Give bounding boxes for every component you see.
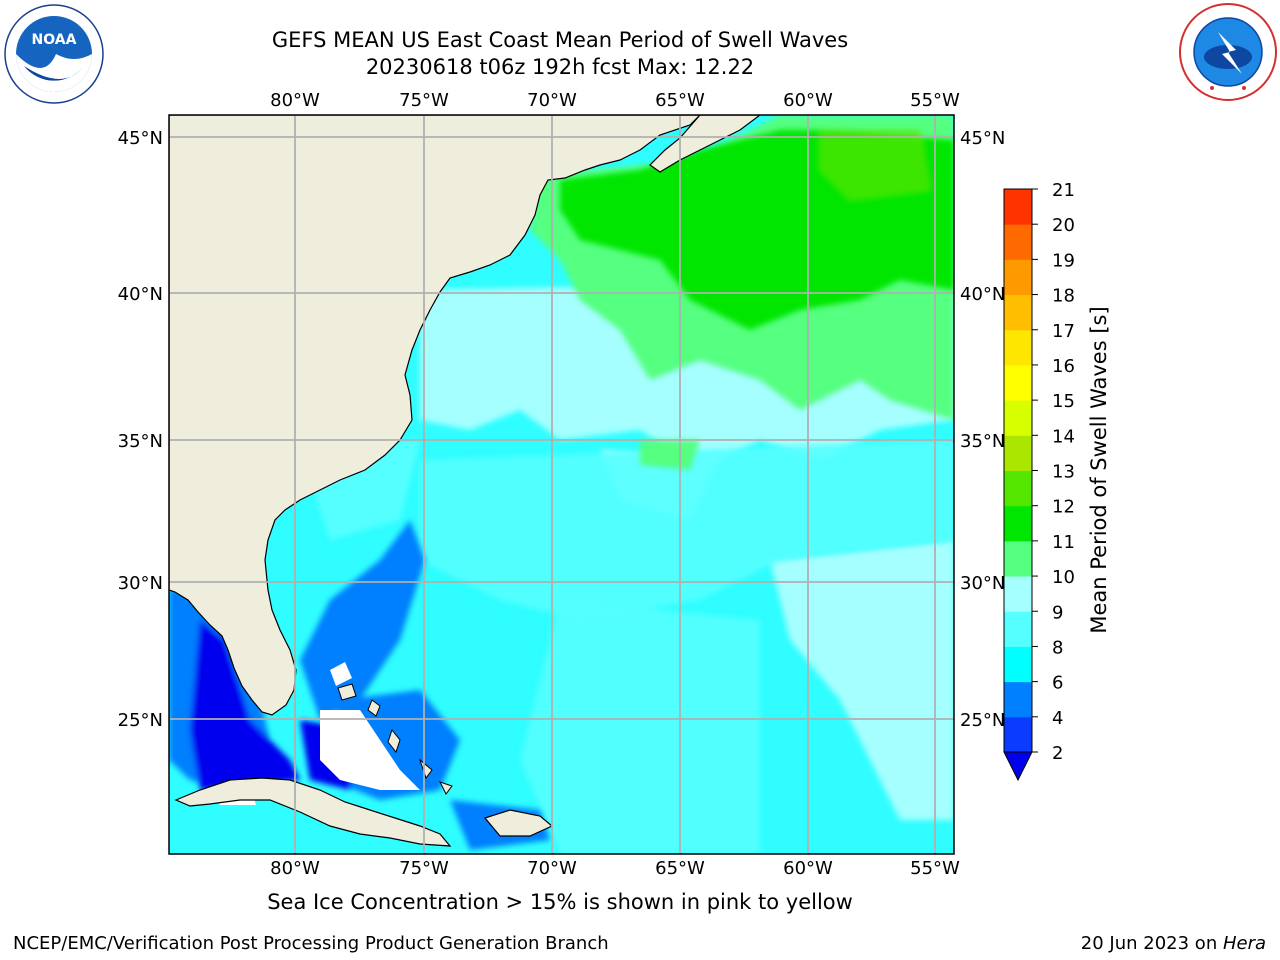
colorbar-tick-label: 11 (1052, 532, 1075, 553)
colorbar-tick-label: 20 (1052, 215, 1075, 236)
lat-label-left: 30°N (118, 573, 163, 594)
map-frame (168, 114, 955, 855)
lon-label-top: 60°W (783, 90, 833, 111)
swell-period-6-8-band (300, 440, 954, 854)
lat-label-left: 25°N (118, 710, 163, 731)
colorbar-label: Mean Period of Swell Waves [s] (1087, 306, 1111, 633)
map-panel (169, 115, 954, 854)
colorbar-tick-label: 12 (1052, 497, 1075, 518)
colorbar-segment (1004, 540, 1032, 577)
map-subtitle: 20230618 t06z 192h fcst Max: 12.22 (365, 55, 755, 79)
north-america-land (169, 115, 701, 716)
colorbar-tick-label: 17 (1052, 321, 1075, 342)
colorbar-segment (1004, 716, 1032, 753)
lat-label-left: 45°N (118, 128, 163, 149)
colorbar-segment (1004, 400, 1032, 436)
map-title: GEFS MEAN US East Coast Mean Period of S… (271, 28, 849, 52)
colorbar-tick-label: 13 (1052, 462, 1075, 483)
sea-ice-note: Sea Ice Concentration > 15% is shown in … (267, 890, 853, 914)
footer-right: 20 Jun 2023 on Hera (1081, 933, 1266, 954)
colorbar-segment (1004, 364, 1032, 401)
lat-label-right: 25°N (960, 710, 1005, 731)
swell-period-10-11-band (560, 130, 954, 330)
colorbar-tick-label: 8 (1052, 637, 1063, 658)
lat-label-right: 40°N (960, 284, 1005, 305)
lon-label-top: 55°W (910, 90, 960, 111)
lat-label-left: 40°N (118, 284, 163, 305)
lon-label-top: 65°W (655, 90, 705, 111)
colorbar-tick-label: 2 (1052, 743, 1063, 764)
lon-label-bottom: 75°W (399, 858, 449, 879)
colorbar-tick-label: 19 (1052, 250, 1075, 271)
lon-label-bottom: 80°W (270, 858, 320, 879)
lat-label-right: 45°N (960, 128, 1005, 149)
colorbar-tick-label: 6 (1052, 673, 1063, 694)
footer-host: Hera (1222, 933, 1266, 954)
colorbar-segment (1004, 646, 1032, 683)
colorbar-segment (1004, 576, 1032, 612)
colorbar-segment (1004, 329, 1032, 366)
lon-label-top: 70°W (527, 90, 577, 111)
lon-label-bottom: 60°W (783, 858, 833, 879)
colorbar-segment (1004, 259, 1032, 296)
lon-label-top: 75°W (399, 90, 449, 111)
colorbar-segment (1004, 435, 1032, 471)
colorbar-tick-label: 21 (1052, 180, 1075, 201)
lon-label-bottom: 55°W (910, 858, 960, 879)
colorbar-segment (1004, 611, 1032, 647)
colorbar-tick-label: 14 (1052, 426, 1075, 447)
lat-label-right: 30°N (960, 573, 1005, 594)
colorbar-tick-label: 10 (1052, 567, 1075, 588)
colorbar-segment (1004, 294, 1032, 331)
map-tick-labels: 80°W 80°W 75°W 75°W 70°W 70°W 65°W 65°W 60°W 60°W… (118, 90, 1006, 879)
noaa-logo-text: NOAA (32, 32, 77, 48)
colorbar-segment (1004, 189, 1032, 225)
lat-label-right: 35°N (960, 431, 1005, 452)
colorbar-tick-label: 9 (1052, 602, 1063, 623)
colorbar-extend-arrow (1003, 751, 1033, 782)
graticule (169, 115, 954, 854)
colorbar-segment (1004, 470, 1032, 507)
lon-label-top: 80°W (270, 90, 320, 111)
colorbar-segment (1004, 681, 1032, 718)
colorbar: 2 4 6 8 9 10 11 12 13 14 15 16 17 18 19 20 21 Mean Period… (1003, 180, 1111, 782)
footer-date: 20 Jun 2023 on (1080, 933, 1223, 954)
colorbar-segment (1004, 505, 1032, 542)
colorbar-tick-label: 16 (1052, 356, 1075, 377)
noaa-logo: NOAA (4, 4, 104, 104)
colorbar-segment (1004, 224, 1032, 260)
nws-logo (1179, 3, 1277, 101)
bahamas-islands (337, 683, 453, 795)
lat-label-left: 35°N (118, 431, 163, 452)
colorbar-tick-label: 15 (1052, 391, 1075, 412)
colorbar-tick-label: 4 (1052, 708, 1063, 729)
colorbar-tick-label: 18 (1052, 286, 1075, 307)
footer-left: NCEP/EMC/Verification Post Processing Pr… (13, 933, 609, 954)
lon-label-bottom: 65°W (655, 858, 705, 879)
cuba-land (174, 777, 452, 847)
lon-label-bottom: 70°W (527, 858, 577, 879)
